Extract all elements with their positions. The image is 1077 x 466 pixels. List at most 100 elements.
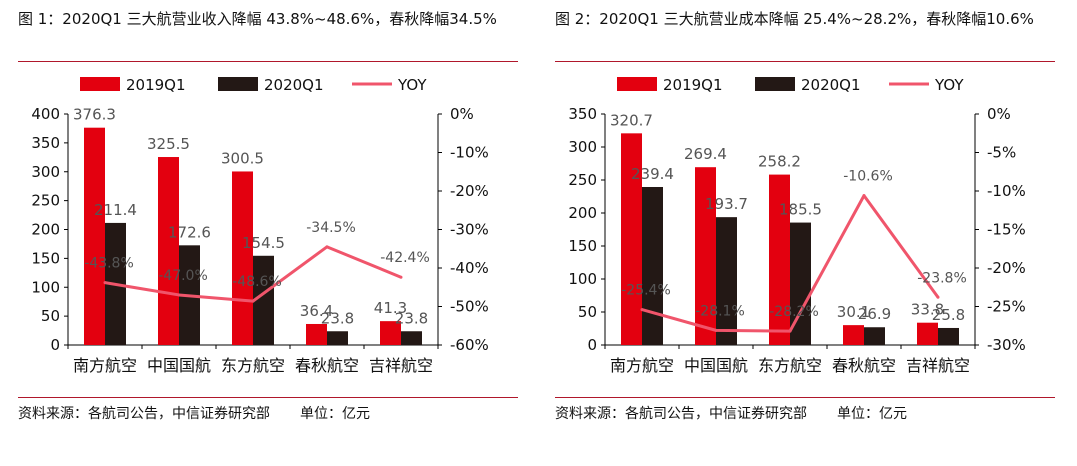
cost-chart: 0 50 100 150 200 250 300 350 -30% -25% -20% -15% -10… [568, 76, 1026, 375]
data-label-2019q1: 36.4 [300, 302, 333, 320]
left-tick-label: 50 [578, 303, 597, 321]
legend-label-2020q1: 2020Q1 [801, 76, 861, 94]
chart-caption: 图 1：2020Q1 三大航营业收入降幅 43.8%~48.6%，春秋降幅34.… [18, 10, 497, 28]
category-label: 中国国航 [684, 356, 748, 375]
yoy-point [251, 299, 255, 303]
data-label-2020q1: 172.6 [168, 223, 211, 241]
chart-panel-cost: 图 2：2020Q1 三大航营业成本降幅 25.4%~28.2%，春秋降幅10.… [555, 0, 1075, 466]
category-label: 吉祥航空 [369, 356, 433, 375]
category-label: 东方航空 [221, 356, 285, 375]
right-tick-label: 0% [450, 105, 474, 123]
left-tick-label: 50 [41, 307, 60, 325]
data-label-2020q1: 211.4 [94, 201, 137, 219]
data-label-yoy: -28.1% [695, 303, 745, 319]
data-label-yoy: -28.2% [769, 304, 819, 320]
category-label: 中国国航 [147, 356, 211, 375]
unit-text: 单位：亿元 [300, 406, 370, 422]
legend-swatch-2019q1 [617, 77, 657, 91]
left-tick-label: 0 [50, 336, 60, 354]
yoy-point [399, 275, 403, 279]
bottom-divider [555, 397, 1055, 398]
left-tick-label: 250 [568, 171, 597, 189]
bar-2019q1 [380, 321, 401, 345]
left-tick-label: 200 [568, 204, 597, 222]
unit-text: 单位：亿元 [837, 406, 907, 422]
bar-2020q1 [938, 327, 959, 345]
chart-panel-revenue: 图 1：2020Q1 三大航营业收入降幅 43.8%~48.6%，春秋降幅34.… [18, 0, 538, 466]
left-tick-label: 350 [568, 105, 597, 123]
left-tick-label: 150 [568, 237, 597, 255]
data-label-2020q1: 23.8 [395, 309, 428, 327]
left-tick-label: 250 [31, 192, 60, 210]
right-tick-label: -10% [450, 144, 489, 162]
right-tick-label: -60% [450, 336, 489, 354]
yoy-point [936, 295, 940, 299]
left-tick-label: 100 [568, 270, 597, 288]
bar-2019q1 [306, 323, 327, 345]
data-label-2019q1: 30.1 [837, 303, 870, 321]
right-tick-label: -30% [450, 221, 489, 239]
right-tick-label: -15% [987, 221, 1026, 239]
bottom-divider [18, 397, 518, 398]
yoy-point [862, 194, 866, 198]
yoy-point [325, 245, 329, 249]
data-label-yoy: -25.4% [621, 283, 671, 299]
data-label-yoy: -34.5% [306, 220, 356, 236]
legend-label-yoy: YOY [934, 76, 964, 94]
data-label-2019q1: 258.2 [758, 153, 801, 171]
data-label-2019q1: 320.7 [610, 111, 653, 129]
data-label-2019q1: 325.5 [147, 135, 190, 153]
top-divider [18, 61, 518, 62]
bar-2020q1 [401, 331, 422, 345]
legend-swatch-2020q1 [755, 77, 795, 91]
source-text: 资料来源：各航司公告，中信证券研究部 [555, 406, 807, 422]
source-text: 资料来源：各航司公告，中信证券研究部 [18, 406, 270, 422]
yoy-point [788, 329, 792, 333]
bar-2019q1 [843, 325, 864, 345]
bar-2019q1 [695, 167, 716, 345]
right-tick-label: -20% [450, 182, 489, 200]
data-label-yoy: -42.4% [380, 250, 430, 266]
bar-2020q1 [327, 331, 348, 345]
data-label-yoy: -23.8% [917, 270, 967, 286]
bar-2019q1 [621, 133, 642, 345]
data-label-2019q1: 33.8 [911, 301, 944, 319]
left-tick-label: 100 [31, 278, 60, 296]
right-tick-label: -5% [987, 144, 1016, 162]
top-divider [555, 61, 1055, 62]
data-label-2019q1: 300.5 [221, 149, 264, 167]
category-label: 南方航空 [73, 356, 137, 375]
bar-2019q1 [84, 127, 105, 345]
right-tick-label: -10% [987, 182, 1026, 200]
bar-2020q1 [716, 217, 737, 345]
left-tick-label: 200 [31, 221, 60, 239]
category-label: 南方航空 [610, 356, 674, 375]
source-line: 资料来源：各航司公告，中信证券研究部 单位：亿元 [18, 403, 400, 423]
left-tick-label: 0 [587, 336, 597, 354]
category-label: 春秋航空 [832, 356, 896, 375]
data-label-2020q1: 239.4 [631, 165, 674, 183]
legend-swatch-2020q1 [218, 77, 258, 91]
bar-2020q1 [642, 186, 663, 345]
yoy-point [714, 328, 718, 332]
data-label-yoy: -47.0% [158, 268, 208, 284]
bar-2019q1 [158, 157, 179, 345]
right-tick-label: -20% [987, 259, 1026, 277]
data-label-2019q1: 41.3 [374, 299, 407, 317]
bar-2020q1 [790, 222, 811, 345]
data-label-2020q1: 185.5 [779, 201, 822, 219]
legend-label-2019q1: 2019Q1 [126, 76, 186, 94]
bar-2019q1 [232, 171, 253, 345]
category-label: 春秋航空 [295, 356, 359, 375]
bar-2019q1 [769, 174, 790, 345]
legend-label-2020q1: 2020Q1 [264, 76, 324, 94]
source-line: 资料来源：各航司公告，中信证券研究部 单位：亿元 [555, 403, 937, 423]
data-label-yoy: -48.6% [232, 274, 282, 290]
data-label-2020q1: 25.8 [932, 306, 965, 324]
category-label: 吉祥航空 [906, 356, 970, 375]
bar-2020q1 [864, 327, 885, 345]
data-label-2020q1: 154.5 [242, 234, 285, 252]
right-tick-label: -25% [987, 298, 1026, 316]
right-tick-label: -50% [450, 298, 489, 316]
bar-2020q1 [253, 255, 274, 345]
